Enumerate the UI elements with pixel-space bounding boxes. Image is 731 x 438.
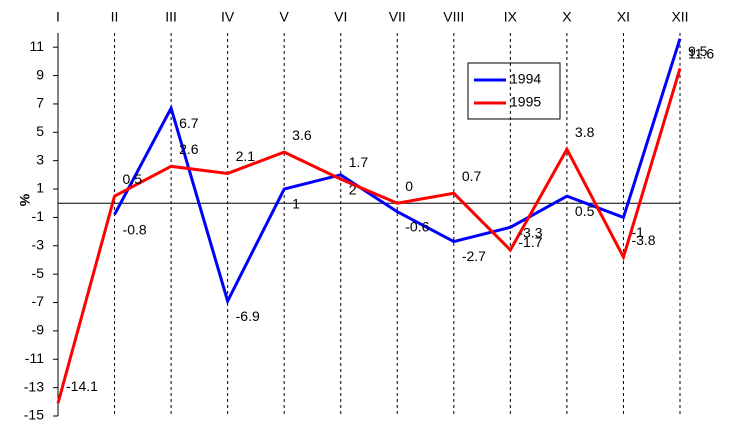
x-tick-label: IX <box>504 9 518 25</box>
data-label: 0.5 <box>575 203 595 219</box>
y-tick-label: 3 <box>36 151 44 167</box>
legend-label: 1995 <box>510 94 541 110</box>
y-tick-label: 5 <box>36 123 44 139</box>
data-label: 2.6 <box>179 141 199 157</box>
y-tick-label: -3 <box>32 236 45 252</box>
data-label: 1 <box>292 196 300 212</box>
y-tick-label: -13 <box>24 378 44 394</box>
y-tick-label: -15 <box>24 407 44 423</box>
x-tick-label: VII <box>389 9 406 25</box>
data-label: -0.8 <box>123 221 147 237</box>
y-tick-label: 9 <box>36 66 44 82</box>
data-label: -2.7 <box>462 248 486 264</box>
legend-box <box>467 62 561 120</box>
data-label: -14.1 <box>66 378 98 394</box>
y-axis-label: % <box>17 193 33 206</box>
data-label: 6.7 <box>179 115 199 131</box>
data-label: 2 <box>349 182 357 198</box>
y-tick-label: 1 <box>36 180 44 196</box>
x-tick-label: I <box>56 9 60 25</box>
x-tick-label: V <box>280 9 290 25</box>
y-tick-label: -5 <box>32 265 45 281</box>
data-label: -3.8 <box>631 232 655 248</box>
data-label: 11.6 <box>688 45 714 61</box>
series-line <box>56 68 682 404</box>
data-label: 1.7 <box>349 154 369 170</box>
data-label: 9.5 <box>688 43 708 59</box>
data-label: -1 <box>631 224 644 240</box>
series-line <box>113 38 682 306</box>
x-tick-label: VIII <box>443 9 464 25</box>
data-label: -3.3 <box>518 225 542 241</box>
data-label: 3.6 <box>292 127 312 143</box>
y-tick-label: -1 <box>32 208 45 224</box>
legend-label: 1994 <box>510 71 541 87</box>
y-tick-label: 11 <box>29 38 44 54</box>
data-label: 2.1 <box>236 148 256 164</box>
x-tick-label: VI <box>334 9 347 25</box>
y-tick-label: -9 <box>32 322 45 338</box>
y-tick-label: -7 <box>32 293 45 309</box>
data-label: 0.7 <box>462 168 482 184</box>
data-label: 0.5 <box>123 171 143 187</box>
x-tick-label: III <box>165 9 177 25</box>
y-tick-label: -11 <box>25 350 44 366</box>
x-tick-label: XII <box>671 9 688 25</box>
data-label: -6.9 <box>236 308 260 324</box>
data-label: -1.7 <box>518 234 542 250</box>
x-tick-label: XI <box>617 9 630 25</box>
x-tick-label: II <box>111 9 119 25</box>
y-tick-label: 7 <box>36 95 44 111</box>
data-label: 3.8 <box>575 124 595 140</box>
data-label: 0 <box>405 178 413 194</box>
x-tick-label: IV <box>221 9 235 25</box>
data-label: -0.6 <box>405 218 429 234</box>
x-tick-label: X <box>562 9 572 25</box>
